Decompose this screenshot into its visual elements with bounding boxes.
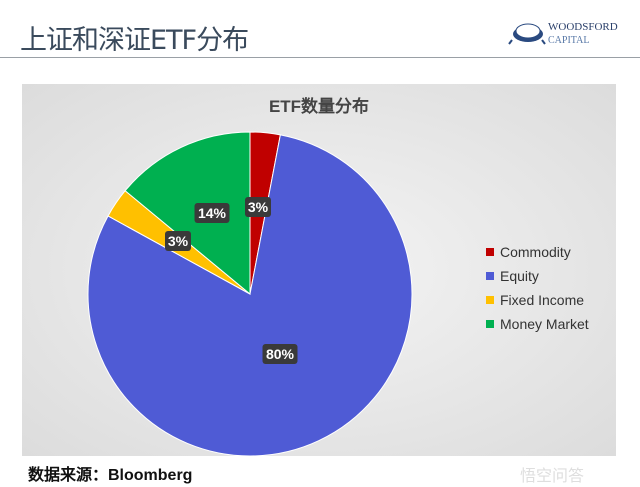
legend-item-equity: Equity	[486, 264, 589, 288]
legend-swatch	[486, 296, 494, 304]
pie-slice-money-market	[124, 131, 251, 296]
legend-item-commodity: Commodity	[486, 240, 589, 264]
woodsford-logo: WOODSFORD CAPITAL	[508, 18, 628, 52]
title-divider	[0, 57, 640, 58]
legend-swatch	[486, 248, 494, 256]
pie-slice-equity	[87, 134, 413, 456]
chart-area: ETF数量分布 3% 80% 3% 14% Commodity Equity Fixe…	[22, 84, 616, 456]
legend-item-fixed-income: Fixed Income	[486, 288, 589, 312]
data-label: 14%	[194, 203, 230, 223]
legend-label: Commodity	[500, 244, 571, 260]
data-label: 3%	[245, 197, 271, 217]
chart-title: ETF数量分布	[268, 97, 370, 116]
data-label: 80%	[262, 344, 298, 364]
turtle-icon	[508, 23, 546, 45]
svg-text:80%: 80%	[266, 346, 295, 362]
legend-label: Money Market	[500, 316, 589, 332]
logo-subtext: CAPITAL	[548, 35, 590, 46]
svg-text:14%: 14%	[198, 205, 227, 221]
svg-text:3%: 3%	[248, 199, 269, 215]
slide-title: 上证和深证ETF分布	[20, 25, 249, 56]
watermark: 悟空问答	[520, 468, 585, 485]
legend-label: Equity	[500, 268, 539, 284]
legend-label: Fixed Income	[500, 292, 585, 308]
pie-chart: 3% 80% 3% 14%	[87, 131, 413, 456]
svg-text:3%: 3%	[168, 233, 189, 249]
data-label: 3%	[165, 231, 191, 251]
legend: Commodity Equity Fixed Income Money Mark…	[486, 240, 589, 336]
legend-swatch	[486, 272, 494, 280]
legend-swatch	[486, 320, 494, 328]
legend-item-money-market: Money Market	[486, 312, 589, 336]
source-note: 数据来源：Bloomberg	[28, 467, 193, 484]
logo-text: WOODSFORD	[548, 21, 618, 33]
